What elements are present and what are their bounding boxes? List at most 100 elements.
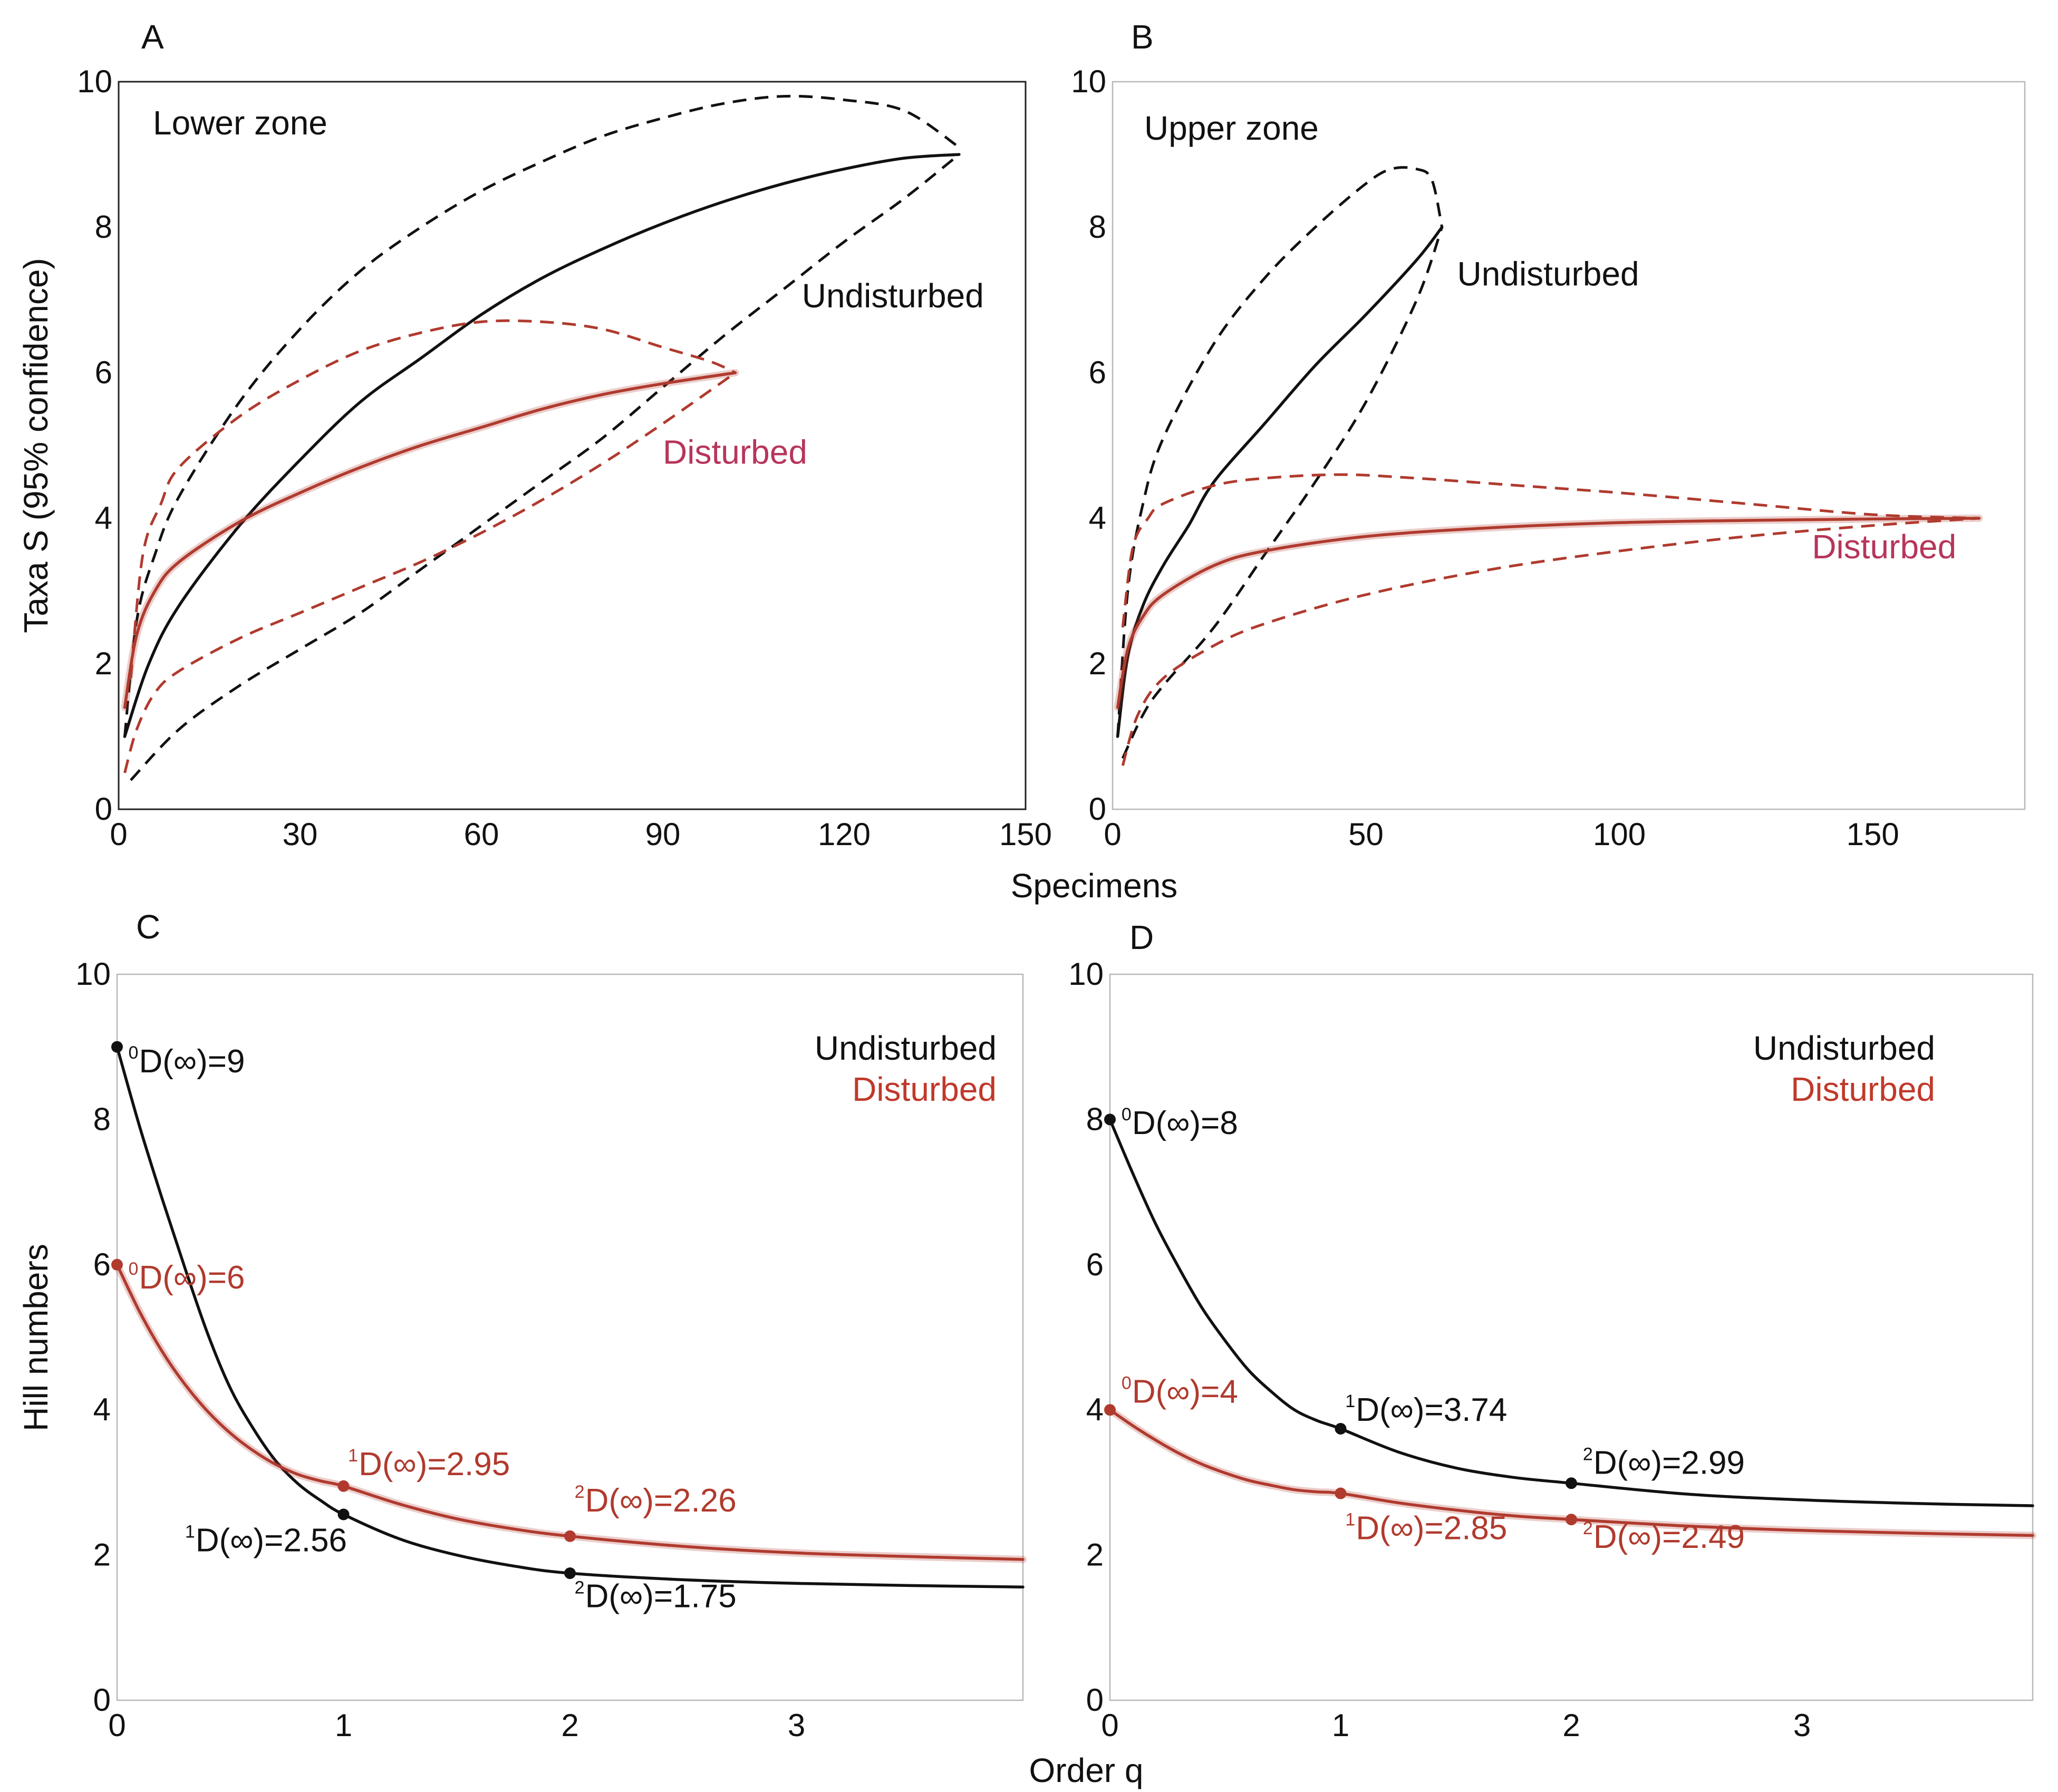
zone-title: Lower zone <box>153 104 327 142</box>
data-point <box>1335 1487 1347 1499</box>
x-tick-label: 0 <box>110 817 127 852</box>
y-tick-label: 6 <box>1086 1247 1104 1282</box>
panel-letter: C <box>136 908 160 946</box>
series-line <box>115 1263 1025 1561</box>
y-tick-label: 10 <box>75 956 111 992</box>
y-tick-label: 2 <box>93 1537 111 1573</box>
data-label: D(∞)=3.74 <box>1356 1392 1507 1428</box>
series-annotation: Undisturbed <box>802 277 984 315</box>
data-label: D(∞)=2.49 <box>1593 1519 1745 1555</box>
x-tick-label: 2 <box>1562 1708 1580 1743</box>
data-label: D(∞)=1.75 <box>585 1578 737 1615</box>
series-line <box>1121 473 1979 628</box>
series-annotation: Disturbed <box>663 433 807 471</box>
zone-title: Upper zone <box>1144 109 1319 147</box>
data-label: D(∞)=2.95 <box>359 1446 510 1483</box>
data-label-superscript: 0 <box>128 1259 138 1279</box>
y-axis-label: Hill numbers <box>17 1244 55 1431</box>
data-label: D(∞)=6 <box>139 1260 245 1296</box>
data-label: D(∞)=9 <box>139 1043 245 1080</box>
series-line <box>130 153 960 781</box>
data-label: D(∞)=2.99 <box>1593 1445 1745 1481</box>
y-tick-label: 4 <box>1086 1392 1104 1427</box>
legend-entry: Disturbed <box>852 1070 997 1108</box>
x-tick-label: 60 <box>464 817 499 852</box>
data-label-superscript: 1 <box>185 1522 195 1542</box>
series-line <box>129 319 736 679</box>
data-point <box>1335 1423 1347 1435</box>
y-tick-label: 6 <box>93 1247 111 1282</box>
x-tick-label: 30 <box>283 817 318 852</box>
series-annotation: Disturbed <box>1812 528 1956 566</box>
data-point <box>337 1508 350 1520</box>
x-tick-label: 0 <box>1104 817 1121 852</box>
y-axis-label: Taxa S (95% confidence) <box>17 258 55 633</box>
y-tick-label: 8 <box>93 1101 111 1137</box>
data-label: D(∞)=2.85 <box>1356 1510 1507 1546</box>
x-tick-label: 1 <box>335 1708 352 1743</box>
data-label: D(∞)=4 <box>1132 1373 1238 1410</box>
data-label-superscript: 0 <box>1122 1373 1132 1393</box>
data-label-superscript: 2 <box>1583 1444 1593 1464</box>
legend-entry: Disturbed <box>1791 1070 1935 1108</box>
plot-frame <box>1109 973 2034 1701</box>
data-label: D(∞)=2.56 <box>196 1523 347 1559</box>
data-point <box>1104 1113 1116 1126</box>
y-tick-label: 4 <box>1089 500 1106 536</box>
data-point <box>1566 1477 1577 1489</box>
y-tick-label: 8 <box>1089 209 1106 245</box>
series-line <box>1108 1408 2034 1537</box>
data-point <box>564 1530 576 1542</box>
panel-a: A 0 30 60 90 120 150 0 2 4 6 8 10 Taxa S (95% confide… <box>17 18 1052 852</box>
data-label: D(∞)=2.26 <box>585 1483 737 1519</box>
y-tick-label: 0 <box>1089 791 1106 827</box>
y-tick-label: 0 <box>95 791 112 827</box>
series-line <box>123 371 737 773</box>
data-label-superscript: 1 <box>348 1446 358 1466</box>
x-tick-label: 1 <box>1332 1708 1349 1743</box>
y-tick-label: 0 <box>93 1682 111 1718</box>
data-label-superscript: 2 <box>575 1578 585 1598</box>
series-line <box>123 371 737 709</box>
series-line <box>1116 517 1981 709</box>
data-point <box>564 1567 576 1580</box>
y-tick-label: 2 <box>1089 646 1106 681</box>
series-annotation: Undisturbed <box>1457 255 1639 293</box>
y-tick-label: 4 <box>95 500 112 536</box>
x-tick-label: 100 <box>1593 817 1646 852</box>
shared-xlabel-top: Specimens <box>1011 867 1178 905</box>
x-tick-label: 0 <box>108 1708 125 1743</box>
data-point <box>1566 1514 1577 1526</box>
data-label-superscript: 1 <box>1345 1509 1355 1529</box>
y-tick-label: 6 <box>95 355 112 390</box>
x-tick-label: 3 <box>1793 1708 1811 1743</box>
x-tick-label: 50 <box>1348 817 1384 852</box>
panel-b: B 0 50 100 150 0 2 4 6 8 10 Upper zone Undisturbed Di… <box>1071 18 2026 852</box>
plot-frame <box>1112 81 2026 810</box>
y-tick-label: 10 <box>1071 64 1106 99</box>
x-tick-label: 3 <box>788 1708 805 1743</box>
series-line <box>1108 1118 2034 1507</box>
legend-entry: Undisturbed <box>815 1029 997 1067</box>
y-tick-label: 0 <box>1086 1682 1104 1718</box>
x-tick-label: 2 <box>561 1708 578 1743</box>
series-line <box>123 94 960 737</box>
panel-letter: D <box>1129 918 1154 956</box>
x-tick-label: 150 <box>1847 817 1899 852</box>
x-tick-label: 120 <box>818 817 871 852</box>
data-point <box>111 1258 123 1271</box>
y-tick-label: 10 <box>77 64 112 99</box>
y-tick-label: 2 <box>95 646 112 681</box>
data-label-superscript: 2 <box>1583 1518 1593 1538</box>
series-line <box>1121 227 1444 759</box>
x-tick-label: 90 <box>645 817 681 852</box>
y-tick-label: 4 <box>93 1392 111 1427</box>
data-label-superscript: 2 <box>575 1482 585 1502</box>
data-label-superscript: 0 <box>128 1043 138 1063</box>
x-tick-label: 0 <box>1101 1708 1118 1743</box>
shared-xlabel-bottom: Order q <box>1029 1751 1144 1789</box>
series-line <box>1121 517 1979 766</box>
